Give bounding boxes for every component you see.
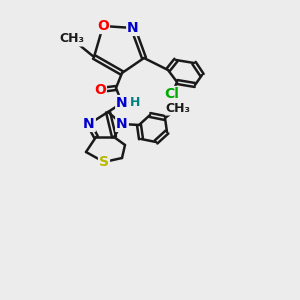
Text: O: O — [97, 19, 109, 33]
Text: N: N — [116, 96, 128, 110]
Text: N: N — [83, 117, 95, 131]
Text: Cl: Cl — [165, 87, 179, 101]
Text: S: S — [99, 155, 109, 169]
Text: N: N — [116, 117, 128, 131]
Text: H: H — [130, 95, 140, 109]
Text: CH₃: CH₃ — [166, 101, 190, 115]
Text: CH₃: CH₃ — [59, 32, 85, 46]
Text: N: N — [127, 21, 139, 35]
Text: O: O — [94, 83, 106, 97]
